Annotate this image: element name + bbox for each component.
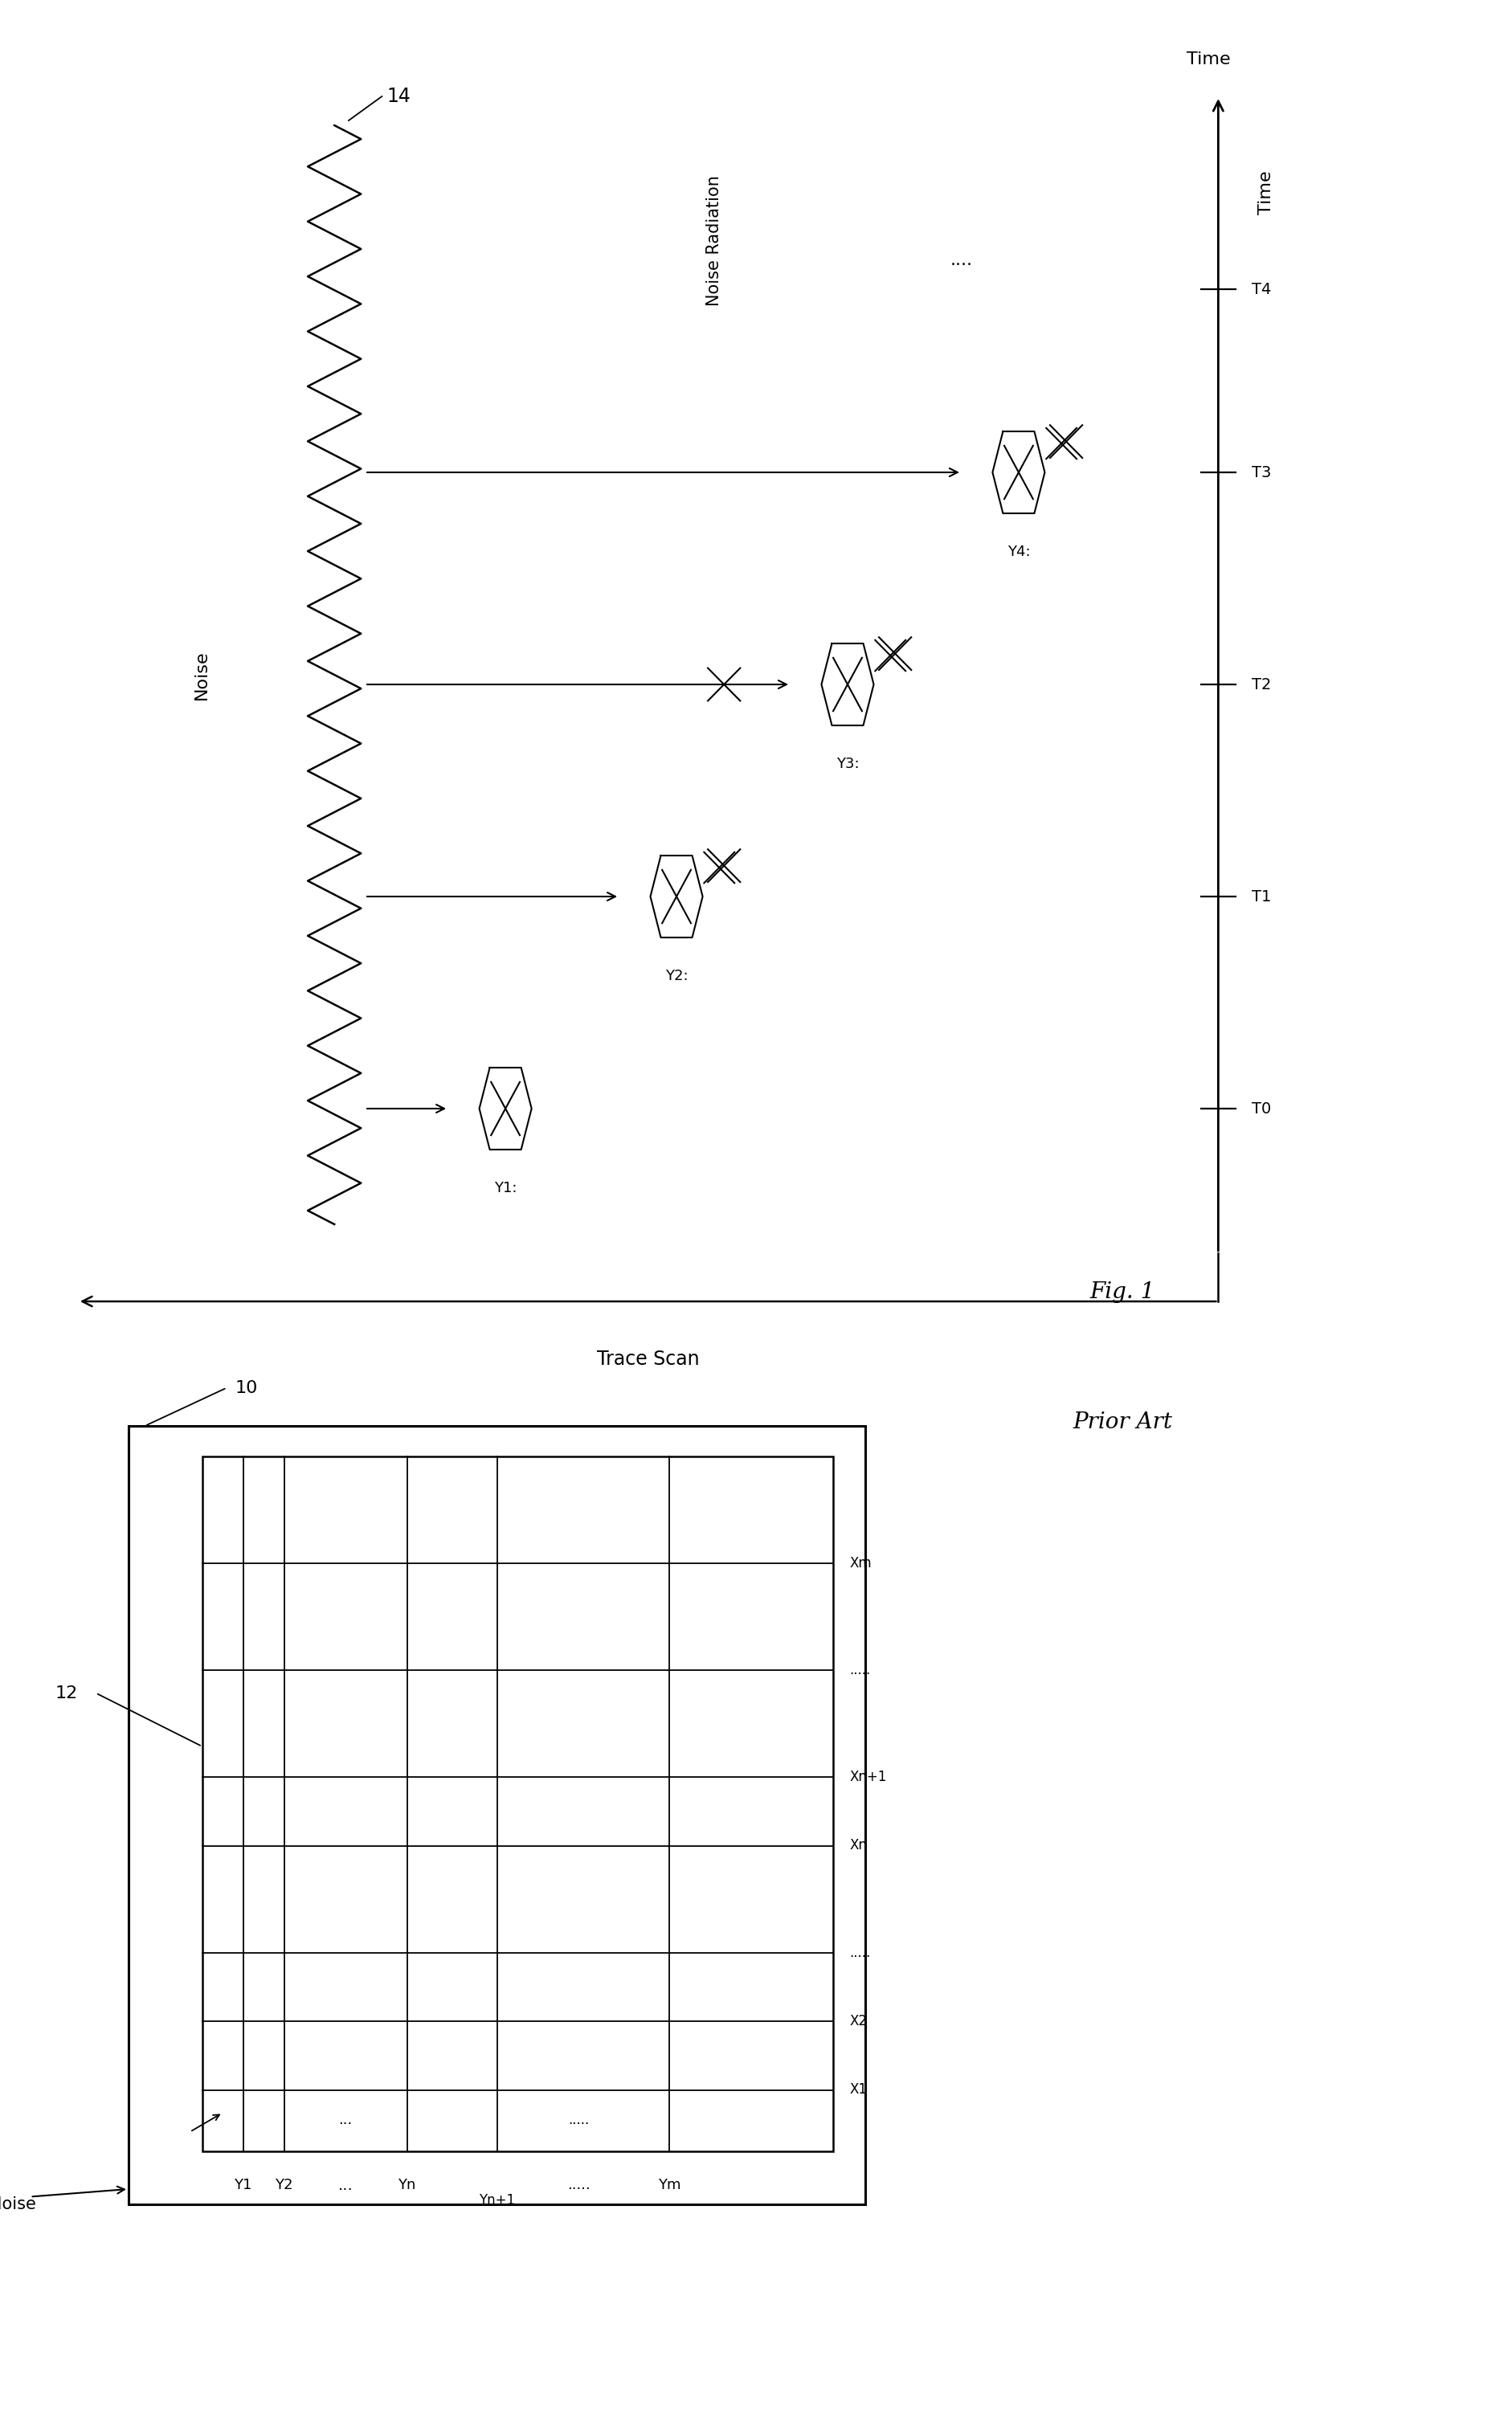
Text: T0: T0: [1252, 1101, 1272, 1116]
Text: ...: ...: [339, 2179, 354, 2193]
Text: Yn: Yn: [398, 2179, 416, 2193]
Text: Y1: Y1: [234, 2179, 253, 2193]
Text: Y2:: Y2:: [665, 969, 688, 983]
Text: X1: X1: [850, 2082, 866, 2097]
Text: .....: .....: [850, 1945, 871, 1959]
Text: Y4:: Y4:: [1007, 545, 1030, 559]
Text: Noise Radiation: Noise Radiation: [706, 176, 723, 306]
Text: ...: ...: [339, 2114, 352, 2128]
Text: .....: .....: [567, 2179, 591, 2193]
Bar: [203, 1456, 833, 2150]
Text: 10: 10: [234, 1379, 257, 1395]
Bar: [129, 1427, 865, 2205]
Text: Xn: Xn: [850, 1839, 866, 1853]
Text: Y1:: Y1:: [494, 1181, 517, 1195]
Text: Y2: Y2: [275, 2179, 293, 2193]
Text: T2: T2: [1252, 677, 1272, 692]
Text: .....: .....: [850, 1663, 871, 1677]
Text: T3: T3: [1252, 465, 1272, 480]
Text: T4: T4: [1252, 282, 1272, 296]
Text: 12: 12: [54, 1685, 77, 1701]
Text: Prior Art: Prior Art: [1074, 1412, 1172, 1432]
Text: ....: ....: [951, 253, 972, 268]
Text: Xn+1: Xn+1: [850, 1769, 886, 1783]
Text: .....: .....: [569, 2114, 590, 2128]
Text: Fig. 1: Fig. 1: [1090, 1282, 1155, 1301]
Text: Y3:: Y3:: [836, 757, 859, 771]
Text: Noise: Noise: [194, 651, 209, 699]
Text: Ym: Ym: [658, 2179, 680, 2193]
Text: 14: 14: [387, 87, 411, 106]
Text: X2: X2: [850, 2015, 866, 2029]
Text: Time: Time: [1258, 171, 1273, 214]
Text: Trace Scan: Trace Scan: [597, 1350, 699, 1369]
Text: Xm: Xm: [850, 1557, 871, 1571]
Text: Noise: Noise: [0, 2196, 36, 2212]
Text: T1: T1: [1252, 889, 1272, 904]
Text: Time: Time: [1187, 51, 1231, 67]
Text: Yn+1: Yn+1: [479, 2193, 516, 2208]
